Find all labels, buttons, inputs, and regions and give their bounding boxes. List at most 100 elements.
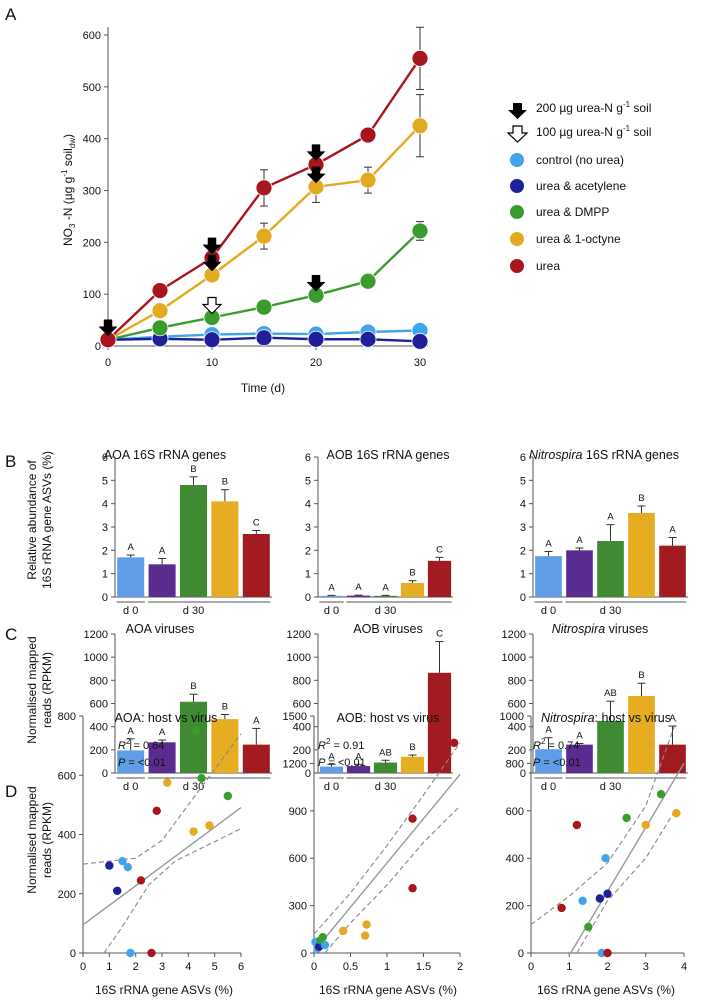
panel-a-line-chart: 0 100 200 300 400 500 600 0 10 20 30 Time (d) NO3 … — [60, 26, 429, 395]
bar — [400, 583, 425, 597]
panel-b-aob-bar-chart: AOB 16S rRNA genes 0 1 2 3 4 5 6 A A A B Cd 0 d 30 — [305, 448, 453, 617]
group-label-d30: d 30 — [375, 781, 396, 793]
scatter-point — [163, 778, 172, 787]
x-tick-label: 1 — [566, 961, 572, 973]
panel-d-aoa-scatter: AOA: host vs virus R2 = 0.64 P = <0.01 1… — [58, 711, 244, 997]
data-point — [411, 332, 429, 350]
y-tick-label: 600 — [289, 853, 307, 865]
x-tick-label: 0 — [80, 961, 86, 973]
confidence-band-upper — [82, 733, 242, 865]
scatter-plot-area — [313, 742, 461, 954]
panel-d3-x-axis-label: 16S rRNA gene ASVs (%) — [537, 983, 675, 997]
significance-letter: A — [576, 535, 583, 546]
panel-b-nitrospira-bar-chart: Nitrospira 16S rRNA genes 0 1 2 3 4 5 6 A A A B Ad … — [520, 448, 688, 617]
group-label-d0: d 0 — [541, 605, 556, 617]
panel-b1-title: AOA 16S rRNA genes — [104, 448, 226, 462]
panel-a-urea-arrows — [98, 144, 326, 337]
panel-label-d: D — [5, 782, 17, 801]
significance-letter: A — [669, 713, 676, 724]
significance-letter: B — [638, 670, 644, 681]
x-tick-label: 1.5 — [416, 961, 431, 973]
scatter-point — [603, 889, 612, 898]
scatter-point — [118, 856, 127, 866]
scatter-point — [113, 886, 122, 895]
panel-a-y-tick-label: 400 — [83, 134, 101, 146]
bar — [319, 766, 344, 773]
y-tick-label: 900 — [289, 806, 307, 818]
x-tick-label: 2 — [457, 961, 463, 973]
x-tick-label: 3 — [159, 961, 165, 973]
y-tick-label: 200 — [506, 901, 524, 913]
legend-entry-control-label: control (no urea) — [536, 153, 624, 167]
significance-letter: B — [222, 477, 228, 488]
data-point — [255, 179, 273, 197]
panel-c3-title-rest: viruses — [605, 622, 648, 636]
confidence-band-upper — [530, 720, 677, 926]
significance-letter: A — [159, 727, 166, 738]
x-tick-label: 0.5 — [343, 961, 358, 973]
panel-label-c: C — [5, 625, 17, 644]
y-tick-label: 0 — [305, 768, 311, 780]
panel-d2-title: AOB: host vs virus — [337, 711, 440, 725]
scatter-point — [557, 903, 566, 913]
bar — [242, 534, 270, 597]
open-arrow-icon — [201, 296, 223, 315]
significance-letter: A — [669, 525, 676, 536]
scatter-point — [645, 740, 654, 749]
panel-a-series — [99, 26, 429, 350]
significance-letter: AB — [379, 747, 392, 758]
y-tick-label: 400 — [90, 722, 108, 734]
panel-a-x-tick-label: 20 — [310, 357, 322, 369]
bar — [597, 541, 624, 597]
panel-c-aoa-viruses-bar-chart: AOA viruses 0 200 400 600 800 1000 1200 A A B B Ad … — [84, 622, 272, 793]
scatter-point — [126, 948, 135, 958]
group-label-d0: d 0 — [324, 781, 339, 793]
bar — [148, 742, 176, 773]
significance-letter: A — [607, 512, 614, 523]
significance-letter: A — [328, 751, 335, 762]
panel-d-y-axis-label: Normalised mappedreads (RPKM) — [25, 786, 54, 893]
legend-entry-acetylene-label: urea & acetylene — [536, 179, 626, 193]
y-tick-label: 1000 — [502, 652, 526, 664]
panel-a-y-tick-label: 500 — [83, 82, 101, 94]
legend-arrow-200-label: 200 µg urea-N g-1 soil — [536, 100, 651, 115]
panel-a-x-axis-label: Time (d) — [241, 381, 285, 395]
y-tick-label: 0 — [520, 768, 526, 780]
y-tick-label: 200 — [508, 745, 526, 757]
legend-entry-octyne: urea & 1-octyne — [510, 232, 621, 246]
legend-arrow-100-label: 100 µg urea-N g-1 soil — [536, 124, 651, 139]
y-tick-label: 0 — [518, 948, 524, 960]
filled-arrow-icon — [202, 254, 222, 272]
data-point — [359, 126, 377, 144]
y-tick-label: 1 — [305, 569, 311, 581]
legend-marker-octyne — [510, 232, 524, 246]
panel-a-series-octyne — [99, 94, 429, 349]
significance-letter: B — [409, 742, 415, 753]
significance-letter: C — [436, 544, 443, 555]
x-tick-label: 1 — [106, 961, 112, 973]
scatter-point — [205, 821, 214, 830]
filled-arrow-icon — [508, 103, 527, 119]
significance-letter: AB — [604, 688, 617, 699]
y-tick-label: 800 — [293, 675, 311, 687]
y-tick-label: 0 — [70, 948, 76, 960]
significance-letter: B — [190, 681, 196, 692]
scatter-point — [595, 894, 605, 903]
panel-c3-title: Nitrospira viruses — [552, 622, 649, 636]
panel-c3-title-italic: Nitrospira — [552, 622, 606, 636]
panel-b-aoa-bar-chart: AOA 16S rRNA genes 0 1 2 3 4 5 6 A A B B Cd 0 d 30 — [102, 448, 272, 617]
significance-letter: A — [159, 546, 166, 557]
significance-letter: C — [253, 518, 260, 529]
bar — [179, 485, 208, 597]
regression-line — [313, 774, 461, 952]
scatter-point — [339, 926, 348, 936]
significance-letter: A — [355, 751, 362, 762]
bar — [427, 560, 452, 597]
panel-a-y-tick-label: 600 — [83, 30, 101, 42]
scatter-point — [123, 862, 132, 872]
bar — [319, 595, 344, 597]
scatter-point — [105, 861, 114, 870]
legend-marker-acetylene — [510, 179, 524, 193]
legend-entry-acetylene: urea & acetylene — [510, 179, 626, 193]
